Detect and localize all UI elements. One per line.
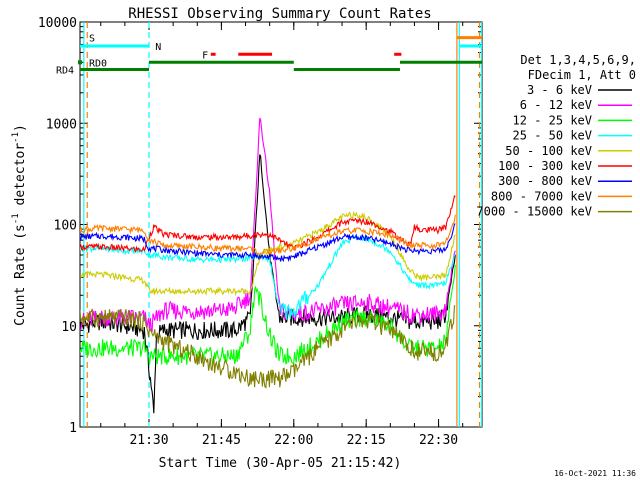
legend-entry-label: 300 - 800 keV — [498, 174, 592, 188]
y-tick-label: 1 — [69, 421, 77, 436]
legend-entry-label: 800 - 7000 keV — [491, 189, 592, 203]
series-line — [80, 264, 456, 366]
x-tick-label: 22:15 — [347, 433, 386, 448]
y-axis-label-exponent: -1 — [11, 132, 21, 143]
axes: 21:30 21:45 22:00 22:15 22:30 1 10 100 1000 10000 — [38, 16, 482, 448]
flag-label-n: N — [155, 42, 161, 53]
y-axis-label: Count Rate (s-1 detector-1) — [11, 124, 28, 326]
legend-entry-label: 12 - 25 keV — [513, 113, 592, 127]
y-axis-label-part: ) — [13, 124, 28, 132]
x-tick-label: 22:30 — [419, 433, 458, 448]
flag-label-rd4: RD4 — [56, 65, 74, 76]
plot-frame — [79, 21, 483, 428]
y-tick-label: 100 — [54, 219, 77, 234]
y-axis-label-exponent: -1 — [11, 213, 21, 224]
y-tick-label: 1000 — [46, 117, 77, 132]
status-flags: S N F RD0 RD4 — [56, 34, 482, 76]
legend-entry-label: 7000 - 15000 keV — [476, 205, 592, 219]
series-line — [80, 210, 456, 296]
vertical-markers — [83, 22, 482, 427]
y-axis-label-part: Count Rate (s — [13, 224, 28, 326]
series-line — [80, 194, 456, 254]
x-axis-label: Start Time (30-Apr-05 21:15:42) — [159, 456, 402, 471]
flag-label-rd0: RD0 — [89, 58, 107, 69]
series-lines — [80, 117, 456, 414]
series-line — [80, 214, 456, 256]
legend-entry-label: 50 - 100 keV — [505, 144, 592, 158]
legend-entry-label: 25 - 50 keV — [513, 129, 592, 143]
flag-label-f: F — [202, 50, 208, 61]
series-line — [80, 117, 456, 332]
timestamp: 16-Oct-2021 11:36 — [554, 469, 636, 478]
legend-entry-label: 3 - 6 keV — [527, 83, 592, 97]
legend-entry-label: 6 - 12 keV — [520, 98, 592, 112]
y-tick-label: 10 — [61, 320, 77, 335]
legend-header: FDecim 1, Att 0 — [528, 68, 636, 82]
flag-label-s: S — [89, 34, 95, 45]
y-tick-label: 10000 — [38, 16, 77, 31]
legend-header: Det 1,3,4,5,6,9, — [520, 53, 636, 67]
chart-title: RHESSI Observing Summary Count Rates — [128, 6, 431, 22]
x-tick-label: 21:30 — [129, 433, 168, 448]
series-line — [80, 305, 456, 389]
y-axis-label-part: detector — [13, 143, 28, 214]
rd0-marker — [78, 60, 82, 65]
legend: Det 1,3,4,5,6,9,FDecim 1, Att 03 - 6 keV… — [476, 53, 636, 219]
legend-entry-label: 100 - 300 keV — [498, 159, 592, 173]
x-tick-label: 22:00 — [274, 433, 313, 448]
x-tick-label: 21:45 — [202, 433, 241, 448]
series-line — [80, 223, 456, 263]
